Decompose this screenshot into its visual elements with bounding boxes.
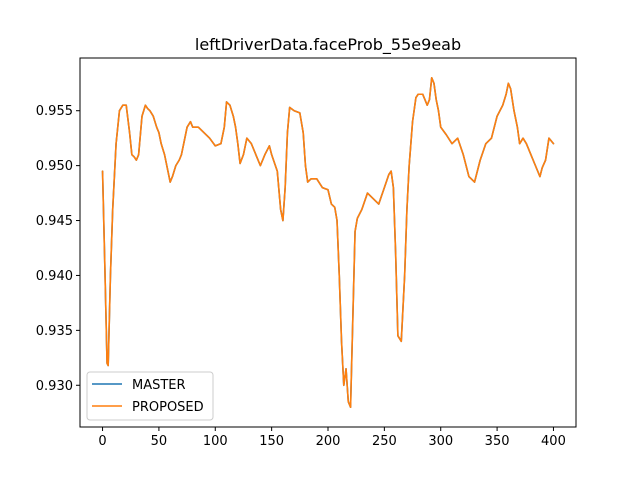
series-layer <box>101 76 555 409</box>
x-tick-label: 300 <box>428 434 453 449</box>
chart-title: leftDriverData.faceProb_55e9eab <box>195 35 461 55</box>
x-tick-label: 100 <box>203 434 228 449</box>
y-tick-label: 0.935 <box>36 324 73 339</box>
legend-label-proposed: PROPOSED <box>132 400 204 415</box>
y-tick-label: 0.950 <box>36 159 73 174</box>
legend: MASTER PROPOSED <box>86 371 214 421</box>
y-tick-label: 0.940 <box>36 269 73 284</box>
x-tick-label: 150 <box>259 434 284 449</box>
y-tick-label: 0.955 <box>36 104 73 119</box>
y-axis: 0.930 0.935 0.940 0.945 0.950 0.955 <box>36 104 80 394</box>
y-tick-label: 0.930 <box>36 379 73 394</box>
x-axis: 0 50 100 150 200 250 300 350 400 <box>98 427 566 449</box>
x-tick-label: 200 <box>316 434 341 449</box>
x-tick-label: 250 <box>372 434 397 449</box>
x-tick-label: 400 <box>541 434 566 449</box>
legend-label-master: MASTER <box>132 378 186 393</box>
plot-area-frame <box>79 57 577 428</box>
x-tick-label: 50 <box>151 434 168 449</box>
x-tick-label: 0 <box>98 434 106 449</box>
y-tick-label: 0.945 <box>36 214 73 229</box>
x-tick-label: 350 <box>485 434 510 449</box>
series-line-proposed <box>101 76 555 409</box>
